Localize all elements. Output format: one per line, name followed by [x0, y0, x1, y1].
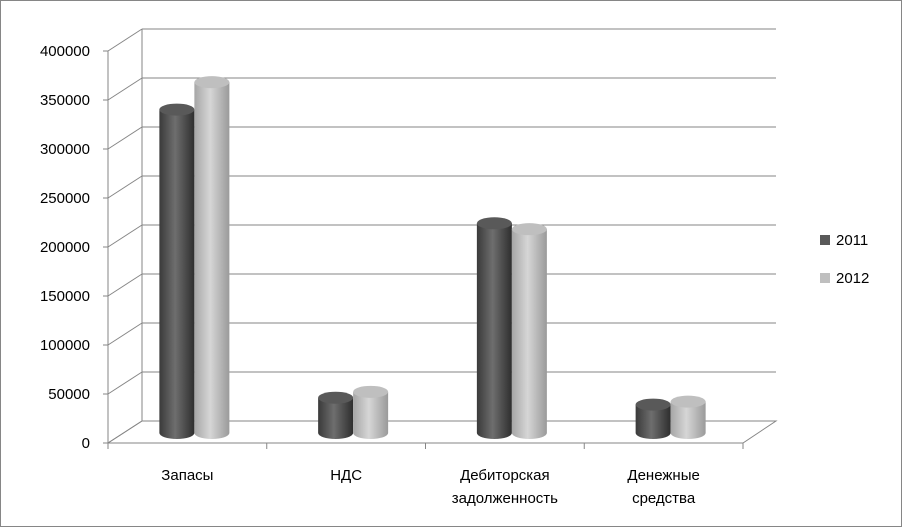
y-tick-label: 350000 — [40, 92, 90, 109]
bar-2011-body — [476, 223, 512, 440]
bar-2012-top — [511, 223, 547, 236]
y-tick-label: 0 — [82, 435, 90, 452]
legend-swatch-2011 — [820, 235, 830, 245]
side-wall-line — [107, 273, 143, 297]
category-label: НДС — [330, 467, 362, 484]
bar-2012-top — [670, 395, 706, 408]
legend: 2011 2012 — [820, 232, 869, 287]
category-label: Денежные — [627, 467, 699, 484]
bars — [159, 76, 706, 440]
side-wall-line — [107, 371, 143, 395]
bar-2012-body — [670, 401, 706, 440]
legend-label-2012: 2012 — [836, 270, 869, 287]
bar-2012-body — [194, 82, 230, 440]
y-tick-label: 250000 — [40, 190, 90, 207]
y-tick-label: 400000 — [40, 43, 90, 60]
bar-2012-body — [353, 391, 389, 440]
category-label: Дебиторская — [460, 467, 550, 484]
y-tick-label: 50000 — [48, 386, 90, 403]
bar-2011-body — [159, 109, 195, 440]
bar-2011-body — [635, 404, 671, 440]
floor — [106, 420, 778, 444]
side-wall-line — [107, 28, 143, 52]
category-label: Запасы — [161, 467, 213, 484]
bar-2011-top — [476, 217, 512, 230]
bar-2012-top — [194, 76, 230, 89]
bar-2011-top — [635, 398, 671, 411]
value-axis: 0 50000 100000 150000 200000 250000 300000 3500… — [40, 43, 109, 452]
category-label: задолженность — [452, 490, 558, 507]
bar-2011-top — [159, 103, 195, 116]
side-wall-line — [107, 224, 143, 248]
side-wall-line — [107, 77, 143, 101]
category-label: средства — [632, 490, 696, 507]
y-tick-label: 300000 — [40, 141, 90, 158]
category-axis: Запасы НДС Дебиторская задолженность Денежны… — [107, 443, 744, 507]
y-tick-label: 100000 — [40, 337, 90, 354]
gridlines — [106, 28, 778, 444]
side-wall-line — [107, 175, 143, 199]
bar-2012-top — [353, 385, 389, 398]
side-wall-line — [107, 126, 143, 150]
side-wall-line — [107, 322, 143, 346]
bar-2011-body — [318, 397, 354, 440]
legend-label-2011: 2011 — [836, 232, 868, 249]
legend-swatch-2012 — [820, 273, 830, 283]
bar-2012-body — [511, 229, 547, 440]
bar-2011-top — [318, 391, 354, 404]
y-tick-label: 200000 — [40, 239, 90, 256]
y-tick-label: 150000 — [40, 288, 90, 305]
